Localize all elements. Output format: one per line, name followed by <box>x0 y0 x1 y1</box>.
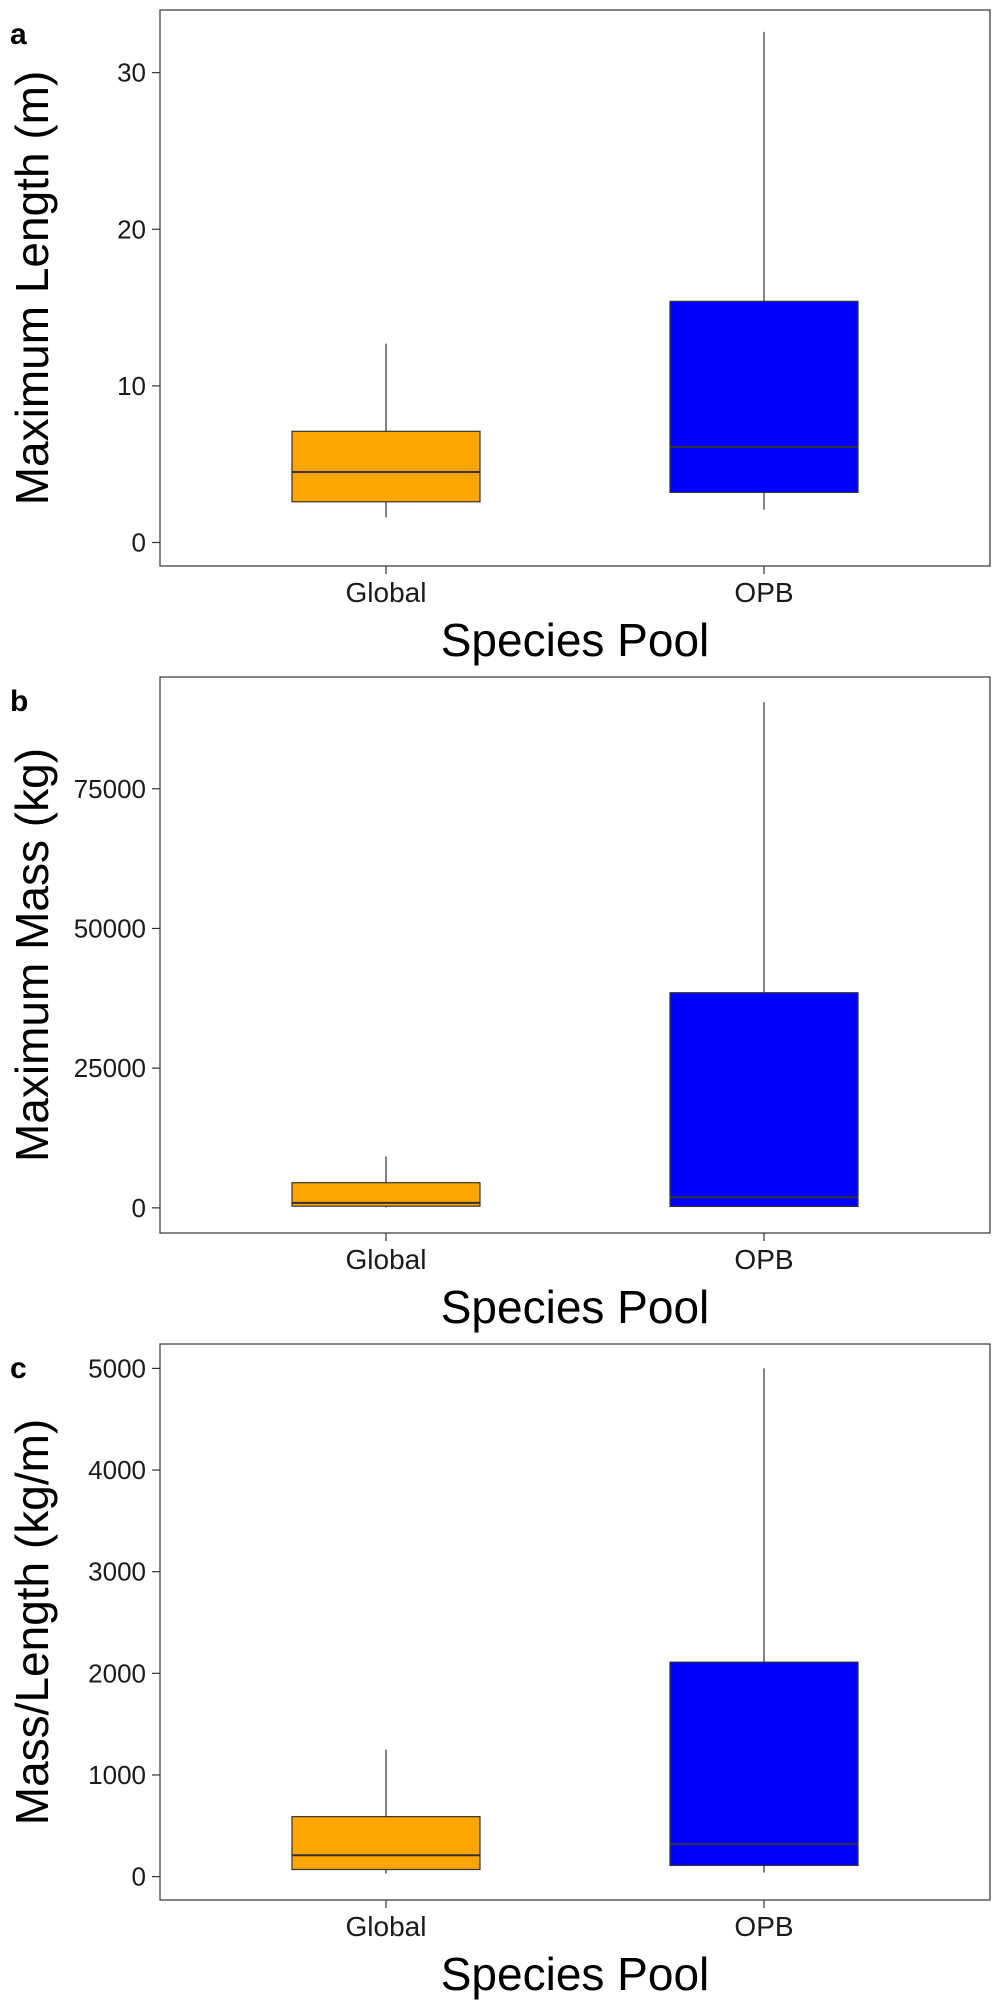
y-tick-label: 1000 <box>88 1760 146 1790</box>
x-tick-label: OPB <box>734 1911 793 1942</box>
x-tick-label: OPB <box>734 577 793 608</box>
box-global <box>291 1816 481 1871</box>
y-tick-label: 4000 <box>88 1455 146 1485</box>
y-axis-title: Maximum Mass (kg) <box>6 748 58 1162</box>
y-tick-label: 0 <box>132 1862 146 1892</box>
x-axis-title: Species Pool <box>441 1948 710 2000</box>
y-tick-label: 0 <box>132 1193 146 1223</box>
y-tick-label: 5000 <box>88 1353 146 1383</box>
y-tick-label: 2000 <box>88 1658 146 1688</box>
y-tick-label: 0 <box>132 528 146 558</box>
x-axis-title: Species Pool <box>441 614 710 666</box>
y-tick-label: 30 <box>117 58 146 88</box>
box-opb <box>669 1661 859 1867</box>
box-opb <box>669 300 859 493</box>
y-axis-title: Maximum Length (m) <box>6 71 58 506</box>
panel-label: b <box>10 685 28 718</box>
plot-border <box>159 9 991 567</box>
y-axis-title: Mass/Length (kg/m) <box>6 1419 58 1825</box>
box-opb <box>669 992 859 1208</box>
x-tick-label: Global <box>346 1911 427 1942</box>
chart-panel-c: c 0 1000 2000 3000 4000 5000 Global OPB Species P… <box>6 1343 991 2000</box>
y-tick-label: 3000 <box>88 1557 146 1587</box>
y-tick-label: 20 <box>117 214 146 244</box>
y-tick-label: 10 <box>117 371 146 401</box>
x-axis-title: Species Pool <box>441 1281 710 1333</box>
plot-border <box>159 676 991 1234</box>
box-global <box>291 1182 481 1207</box>
x-tick-label: Global <box>346 577 427 608</box>
y-tick-label: 25000 <box>74 1053 146 1083</box>
panel-label: c <box>10 1352 27 1385</box>
box-global <box>291 430 481 503</box>
y-tick-label: 50000 <box>74 913 146 943</box>
chart-panel-a: a 0 10 20 30 Global OPB Species Pool Maximum Len… <box>6 9 991 666</box>
x-tick-label: OPB <box>734 1244 793 1275</box>
plot-border <box>159 1343 991 1901</box>
panel-label: a <box>10 18 27 51</box>
y-tick-label: 75000 <box>74 774 146 804</box>
x-tick-label: Global <box>346 1244 427 1275</box>
chart-panel-b: b 0 25000 50000 75000 Global OPB Species Pool Ma… <box>6 676 991 1333</box>
